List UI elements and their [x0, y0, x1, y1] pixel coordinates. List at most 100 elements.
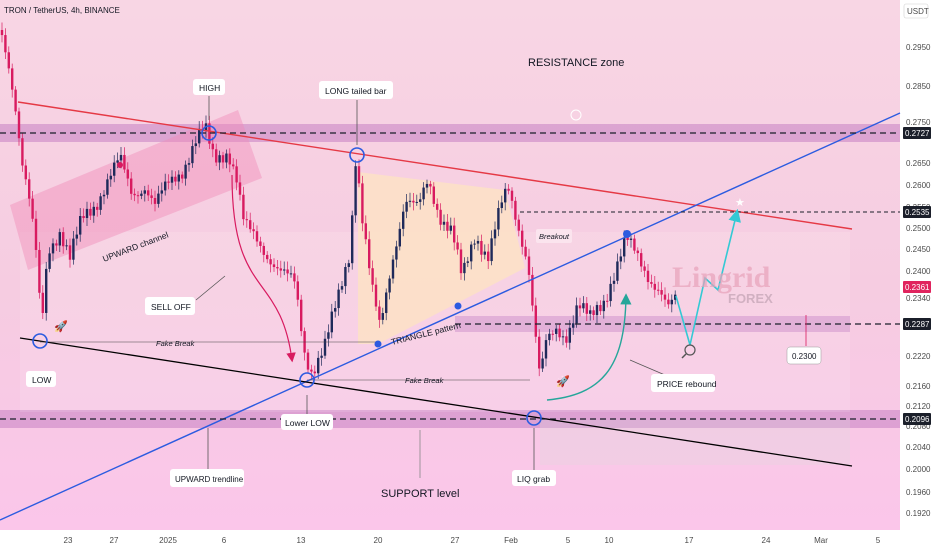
currency-label: USDT	[907, 7, 929, 16]
candle-body	[531, 274, 534, 306]
candle-body	[11, 68, 14, 90]
price-badge	[903, 206, 931, 218]
watermark-forex: FOREX	[728, 291, 773, 306]
candle-body	[595, 305, 599, 316]
candle-body	[439, 209, 442, 225]
candle-body	[320, 355, 323, 358]
candle-body	[89, 208, 92, 216]
candle-body	[164, 181, 167, 191]
candle-body	[674, 294, 677, 300]
candle-body	[245, 219, 248, 221]
candle-body	[432, 186, 435, 204]
candle-body	[497, 208, 500, 230]
candle-body	[276, 267, 279, 269]
candle-body	[323, 338, 327, 356]
price-tick-label: 0.2450	[906, 245, 931, 254]
fake-break-label-1: Fake Break	[156, 339, 196, 348]
price-tick-label: 0.2340	[906, 294, 931, 303]
time-tick-label: 20	[374, 536, 383, 545]
candle-body	[113, 162, 116, 176]
high-label: HIGH	[199, 83, 220, 93]
candle-body	[72, 238, 75, 260]
candle-body	[177, 174, 180, 182]
high-circle	[201, 125, 217, 141]
candle-body	[626, 237, 629, 240]
candle-body	[85, 208, 89, 219]
candle-body	[578, 305, 582, 309]
candle-body	[28, 179, 31, 199]
candle-body	[412, 200, 415, 203]
candle-body	[555, 328, 558, 334]
candle-body	[371, 268, 374, 285]
candle-body	[68, 245, 72, 260]
time-tick-label: 27	[451, 536, 460, 545]
candle-body	[272, 264, 276, 268]
candle-body	[123, 154, 126, 170]
candle-body	[136, 195, 140, 197]
price-tick-label: 0.2950	[906, 43, 931, 52]
candle-body	[629, 238, 633, 240]
candle-body	[517, 219, 520, 231]
price-tick-label: 0.2000	[906, 465, 931, 474]
currency-box[interactable]	[903, 3, 929, 19]
time-tick-label: 5	[566, 536, 571, 545]
channel-dot	[117, 162, 123, 168]
candle-body	[218, 155, 221, 163]
time-tick-label: 5	[876, 536, 881, 545]
price-tick-label: 0.2750	[906, 118, 931, 127]
candle-body	[364, 223, 367, 240]
price-badge-label: 0.2096	[905, 415, 930, 424]
price-tick-label: 0.2400	[906, 267, 931, 276]
candle-body	[147, 190, 150, 196]
candle-body	[51, 243, 55, 254]
candle-body	[55, 243, 58, 246]
triangle-dot-2	[454, 302, 462, 310]
time-tick-label: 24	[762, 536, 771, 545]
candle-body	[558, 328, 561, 338]
candle-body	[646, 270, 650, 283]
candle-body	[422, 187, 425, 200]
price-tick-label: 0.2220	[906, 352, 931, 361]
time-tick-label: 6	[222, 536, 227, 545]
price-badge	[903, 318, 931, 330]
high-label-box	[193, 79, 225, 95]
candle-body	[347, 263, 350, 267]
candle-body	[490, 238, 493, 262]
candle-body	[425, 183, 429, 188]
candle-body	[65, 245, 68, 247]
candle-body	[368, 239, 371, 269]
candle-body	[623, 237, 626, 257]
candle-body	[670, 299, 673, 305]
price-tick-label: 0.2120	[906, 402, 931, 411]
candle-body	[109, 175, 112, 180]
candle-body	[521, 230, 524, 247]
watermark-lingrid: Lingrid	[672, 261, 771, 294]
candle-body	[391, 259, 395, 279]
candle-body	[500, 202, 503, 209]
candle-body	[289, 273, 293, 275]
candle-body	[82, 216, 85, 219]
candle-body	[602, 300, 605, 312]
candle-body	[187, 163, 191, 165]
candle-body	[582, 303, 585, 309]
candle-body	[232, 164, 235, 167]
candle-body	[487, 251, 490, 262]
magnifier-icon	[684, 344, 696, 356]
candle-body	[266, 254, 269, 260]
candle-body	[194, 143, 197, 147]
candle-body	[388, 278, 391, 293]
candle-body	[24, 165, 27, 180]
candle-body	[351, 215, 354, 264]
candle-body	[211, 143, 214, 150]
candle-body	[657, 289, 660, 291]
chart-title: TRON / TetherUS, 4h, BINANCE	[4, 6, 120, 15]
candle-body	[453, 225, 456, 243]
price-axis-highlights: 0.2727 0.2535 0.2361 0.2287 0.2096	[903, 127, 931, 425]
candle-body	[106, 179, 109, 195]
long-bar-circle	[349, 147, 365, 163]
candle-body	[483, 251, 486, 255]
magnifier-handle	[681, 353, 687, 359]
candle-body	[589, 310, 592, 314]
candle-body	[170, 176, 174, 183]
